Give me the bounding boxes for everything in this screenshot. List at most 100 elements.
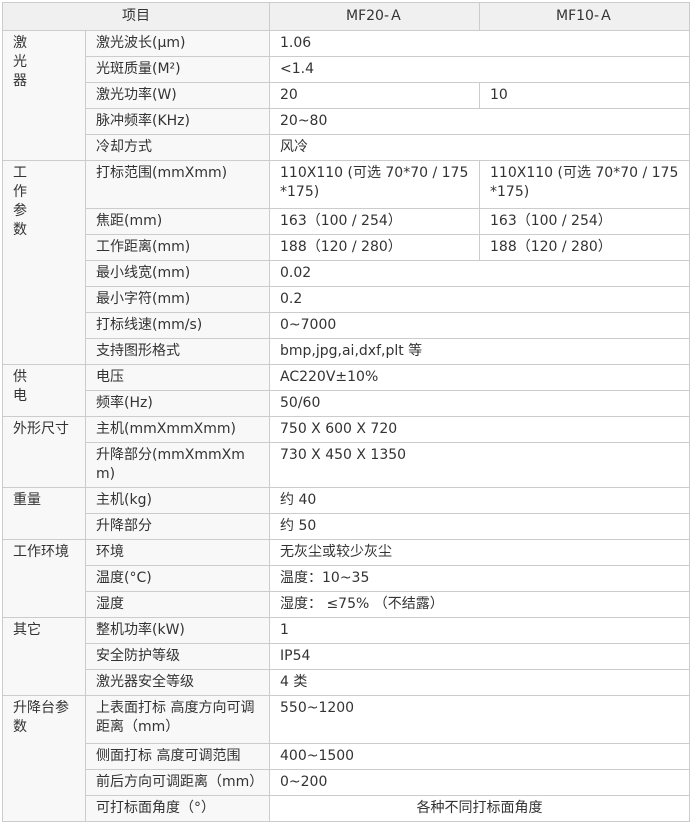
spec-label-cell: 打标范围(mmXmm) (85, 160, 270, 209)
spec-label-cell: 升降部分 (85, 513, 270, 540)
spec-value-cell-mf20: 188（120 / 280） (269, 234, 480, 261)
spec-value-cell: 400~1500 (269, 743, 690, 770)
table-row: 工作距离(mm) 188（120 / 280） 188（120 / 280） (3, 234, 690, 261)
spec-value-cell: bmp,jpg,ai,dxf,plt 等 (269, 338, 690, 365)
group-header-cell-lift-table: 升降台参数 (2, 695, 86, 822)
spec-label-cell: 脉冲频率(KHz) (85, 108, 270, 135)
spec-label-cell: 激光功率(W) (85, 82, 270, 109)
table-row: 激光功率(W) 20 10 (3, 82, 690, 109)
spec-value-cell: IP54 (269, 643, 690, 670)
table-row: 升降台参数 上表面打标 高度方向可调距离（mm） 550~1200 (2, 695, 690, 822)
table-row: 升降部分(mmXmmXmm) 730 X 450 X 1350 (3, 442, 690, 488)
spec-label-cell: 湿度 (85, 591, 270, 618)
spec-value-cell: 各种不同打标面角度 (269, 795, 690, 822)
spec-label-cell: 焦距(mm) (85, 208, 270, 235)
column-header-mf10: MF10-Ａ (479, 2, 690, 31)
spec-value-cell: 20~80 (269, 108, 690, 135)
table-row: 最小字符(mm) 0.2 (3, 286, 690, 313)
spec-label-cell: 整机功率(kW) (85, 617, 270, 644)
spec-value-cell: 无灰尘或较少灰尘 (269, 539, 690, 566)
spec-label-cell: 工作距离(mm) (85, 234, 270, 261)
table-row: 频率(Hz) 50/60 (3, 390, 690, 417)
spec-value-cell: 1.06 (269, 30, 690, 57)
table-row: 脉冲频率(KHz) 20~80 (3, 108, 690, 135)
table-row: 支持图形格式 bmp,jpg,ai,dxf,plt 等 (3, 338, 690, 365)
spec-label-cell: 冷却方式 (85, 134, 270, 161)
spec-value-cell-mf10: 188（120 / 280） (479, 234, 690, 261)
group-header-cell-other: 其它 (2, 617, 86, 696)
group-header-cell-working-params: 工 作 参 数 (2, 160, 86, 365)
table-row: 其它 整机功率(kW) 1 (2, 617, 690, 696)
spec-value-cell-mf10: 163（100 / 254） (479, 208, 690, 235)
spec-label-cell: 前后方向可调距离（mm） (85, 769, 270, 796)
spec-label-cell: 安全防护等级 (85, 643, 270, 670)
spec-value-cell: 0.2 (269, 286, 690, 313)
table-row: 激 光 器 激光波长(μm) 1.06 (2, 30, 690, 161)
spec-label-cell: 支持图形格式 (85, 338, 270, 365)
column-header-item: 项目 (2, 2, 270, 31)
spec-label-cell: 可打标面角度（°） (85, 795, 270, 822)
group-header-cell-power-supply: 供 电 (2, 364, 86, 417)
table-row: 工作环境 环境 无灰尘或较少灰尘 (2, 539, 690, 618)
spec-value-cell: 风冷 (269, 134, 690, 161)
spec-value-cell: 0.02 (269, 260, 690, 287)
spec-value-cell-mf10: 110X110 (可选 70*70 / 175*175) (479, 160, 690, 209)
spec-label-cell: 频率(Hz) (85, 390, 270, 417)
spec-label-cell: 主机(mmXmmXmm) (85, 416, 270, 443)
table-row: 外形尺寸 主机(mmXmmXmm) 750 X 600 X 720 (2, 416, 690, 488)
spec-label-cell: 电压 (85, 364, 270, 391)
group-header-cell-laser: 激 光 器 (2, 30, 86, 161)
spec-value-cell-mf10: 10 (479, 82, 690, 109)
spec-label-cell: 激光波长(μm) (85, 30, 270, 57)
table-row: 工 作 参 数 打标范围(mmXmm) 110X110 (可选 70*70 / … (2, 160, 690, 365)
table-header-row: 项目 MF20-Ａ MF10-Ａ (2, 2, 690, 31)
table-row: 前后方向可调距离（mm） 0~200 (3, 769, 690, 796)
spec-label-cell: 打标线速(mm/s) (85, 312, 270, 339)
spec-value-cell: AC220V±10% (269, 364, 690, 391)
table-row: 升降部分 约 50 (3, 513, 690, 540)
table-row: 焦距(mm) 163（100 / 254） 163（100 / 254） (3, 208, 690, 235)
spec-label-cell: 上表面打标 高度方向可调距离（mm） (85, 695, 270, 744)
table-row: 激光器安全等级 4 类 (3, 669, 690, 696)
spec-label-cell: 升降部分(mmXmmXmm) (85, 442, 270, 488)
table-row: 侧面打标 高度可调范围 400~1500 (3, 743, 690, 770)
group-header-cell-dimensions: 外形尺寸 (2, 416, 86, 488)
spec-label-cell: 主机(kg) (85, 487, 270, 514)
table-row: 重量 主机(kg) 约 40 (2, 487, 690, 540)
spec-value-cell: 1 (269, 617, 690, 644)
spec-label-cell: 环境 (85, 539, 270, 566)
table-row: 可打标面角度（°） 各种不同打标面角度 (3, 795, 690, 822)
table-row: 供 电 电压 AC220V±10% (2, 364, 690, 417)
group-header-cell-weight: 重量 (2, 487, 86, 540)
spec-label-cell: 温度(°C) (85, 565, 270, 592)
table-row: 温度(°C) 温度：10~35 (3, 565, 690, 592)
table-row: 光斑质量(M²) <1.4 (3, 56, 690, 83)
spec-value-cell: 50/60 (269, 390, 690, 417)
table-row: 最小线宽(mm) 0.02 (3, 260, 690, 287)
spec-label-cell: 光斑质量(M²) (85, 56, 270, 83)
spec-value-cell: 约 40 (269, 487, 690, 514)
spec-value-cell: 550~1200 (269, 695, 690, 744)
spec-value-cell: 温度：10~35 (269, 565, 690, 592)
table-row: 打标线速(mm/s) 0~7000 (3, 312, 690, 339)
spec-label-cell: 最小线宽(mm) (85, 260, 270, 287)
spec-label-cell: 激光器安全等级 (85, 669, 270, 696)
spec-value-cell-mf20: 163（100 / 254） (269, 208, 480, 235)
spec-value-cell: 750 X 600 X 720 (269, 416, 690, 443)
spec-label-cell: 最小字符(mm) (85, 286, 270, 313)
spec-value-cell: <1.4 (269, 56, 690, 83)
spec-label-cell: 侧面打标 高度可调范围 (85, 743, 270, 770)
spec-value-cell: 0~200 (269, 769, 690, 796)
spec-value-cell: 湿度： ≤75% （不结露） (269, 591, 690, 618)
group-header-cell-environment: 工作环境 (2, 539, 86, 618)
spec-value-cell-mf20: 20 (269, 82, 480, 109)
table-row: 湿度 湿度： ≤75% （不结露） (3, 591, 690, 618)
spec-value-cell: 0~7000 (269, 312, 690, 339)
spec-value-cell-mf20: 110X110 (可选 70*70 / 175*175) (269, 160, 480, 209)
spec-value-cell: 730 X 450 X 1350 (269, 442, 690, 488)
spec-value-cell: 约 50 (269, 513, 690, 540)
column-header-mf20: MF20-Ａ (269, 2, 480, 31)
spec-value-cell: 4 类 (269, 669, 690, 696)
